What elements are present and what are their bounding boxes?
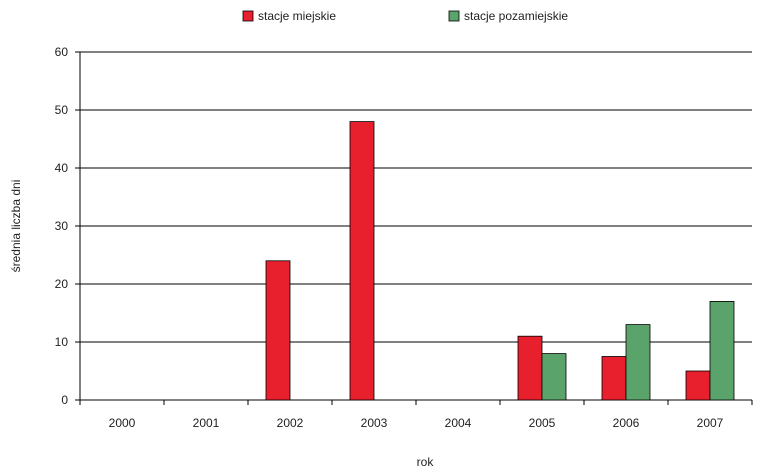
y-tick-label: 0 (61, 393, 68, 407)
legend: stacje miejskie stacje pozamiejskie (242, 9, 568, 23)
legend-swatch-stacje-pozamiejskie (448, 10, 460, 22)
bar-stacje-pozamiejskie-2006 (625, 324, 651, 401)
x-axis-title: rok (417, 455, 435, 469)
x-tick-label-2000: 2000 (109, 416, 136, 430)
x-tick-label-2001: 2001 (193, 416, 220, 430)
x-tick-label-2004: 2004 (445, 416, 472, 430)
legend-label-stacje-pozamiejskie: stacje pozamiejskie (464, 9, 568, 23)
bars (265, 121, 735, 401)
bar-stacje-pozamiejskie-2007 (709, 300, 735, 401)
bar-stacje-miejskie-2005 (517, 335, 543, 401)
bar-stacje-pozamiejskie-2005 (541, 353, 567, 401)
y-tick-label: 10 (55, 335, 69, 349)
x-tick-label-2005: 2005 (529, 416, 556, 430)
x-tick-label-2007: 2007 (697, 416, 724, 430)
x-tick-label-2006: 2006 (613, 416, 640, 430)
y-tick-label: 50 (55, 103, 69, 117)
bar-stacje-miejskie-2006 (601, 356, 627, 401)
bar-stacje-miejskie-2007 (685, 370, 711, 401)
x-tick-label-2003: 2003 (361, 416, 388, 430)
legend-swatch-stacje-miejskie (242, 10, 254, 22)
x-tick-labels: 2000 2001 2002 2003 2004 2005 2006 2007 (109, 416, 724, 430)
y-tick-label: 30 (55, 219, 69, 233)
bar-stacje-miejskie-2003 (349, 121, 375, 401)
x-ticks (79, 400, 753, 405)
legend-label-stacje-miejskie: stacje miejskie (258, 9, 336, 23)
x-tick-label-2002: 2002 (277, 416, 304, 430)
y-tick-label: 60 (55, 45, 69, 59)
y-tick-label: 20 (55, 277, 69, 291)
y-tick-labels: 0 10 20 30 40 50 60 (55, 45, 69, 407)
bar-stacje-miejskie-2002 (265, 260, 291, 401)
y-tick-label: 40 (55, 161, 69, 175)
y-axis-title: średnia liczba dni (9, 180, 23, 273)
gridlines (75, 51, 752, 401)
